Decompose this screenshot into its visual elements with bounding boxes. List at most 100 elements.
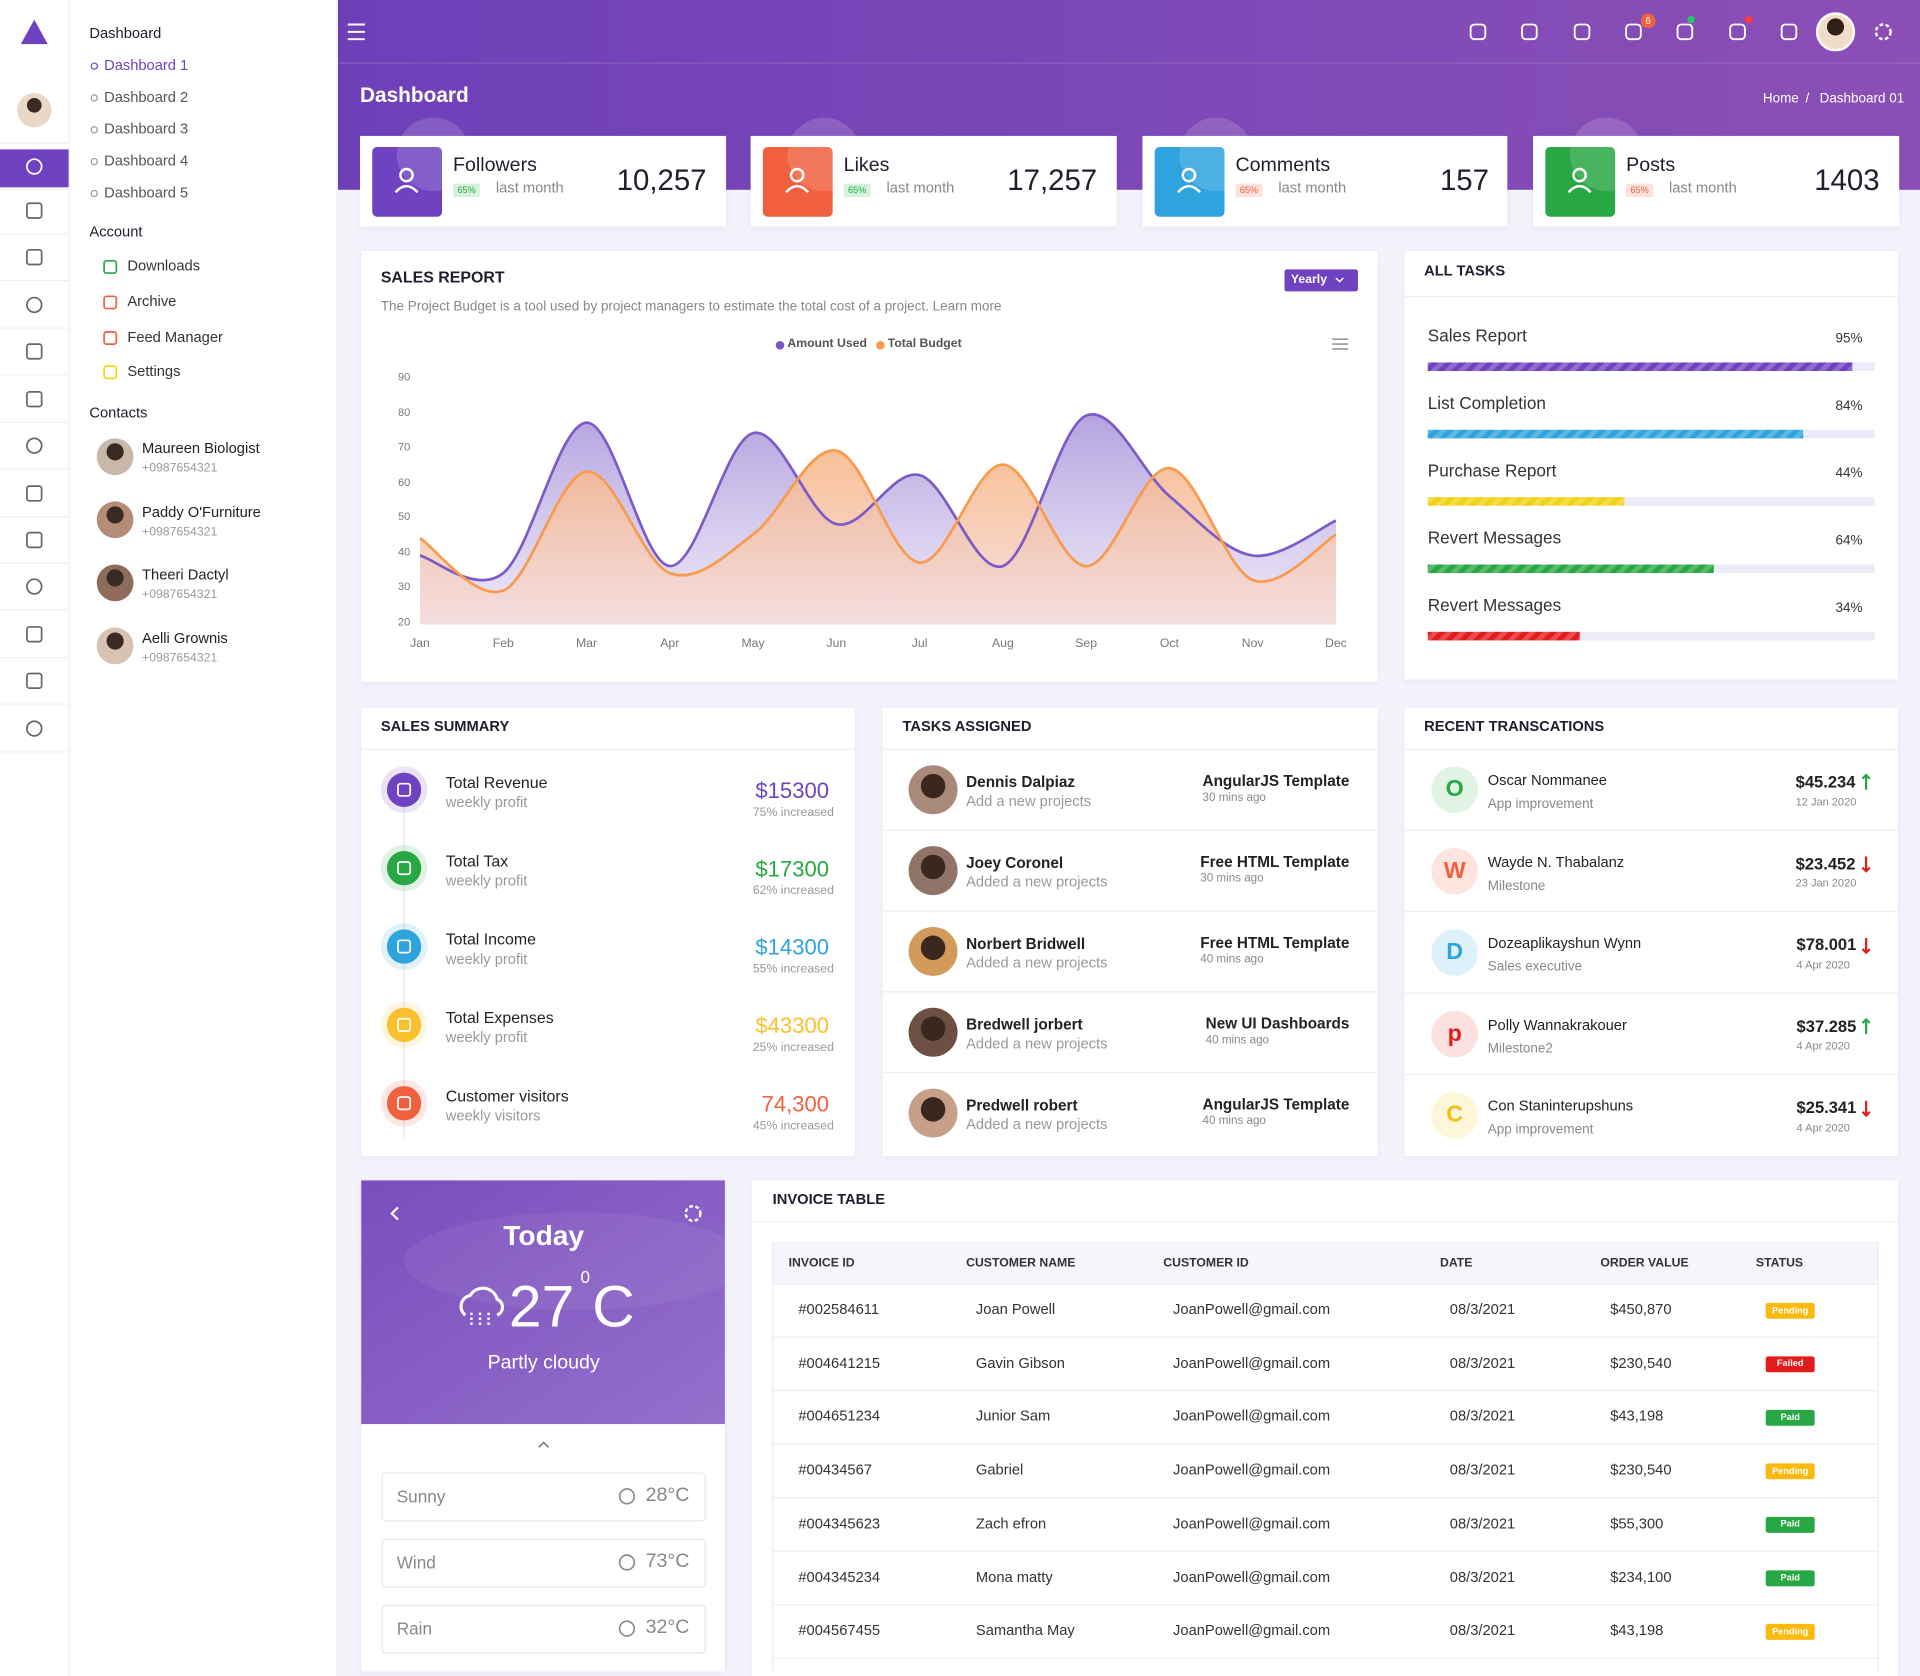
summary-icon — [397, 1096, 412, 1111]
stat-period: last month — [1278, 178, 1347, 197]
weather-condition: Partly cloudy — [487, 1352, 600, 1374]
header-icon — [1780, 23, 1798, 41]
column-header: ORDER VALUE — [1600, 1256, 1689, 1271]
summary-icon — [397, 1017, 412, 1032]
bullet — [90, 94, 98, 102]
icon — [1567, 184, 1592, 194]
progress-track — [1427, 631, 1875, 641]
initial-avatar — [1431, 847, 1478, 895]
transactions-card — [1404, 707, 1898, 1156]
summary-note: 55% increased — [752, 962, 834, 977]
nav-link[interactable]: Dashboard 5 — [104, 183, 189, 201]
nav-link[interactable]: Dashboard 3 — [104, 120, 189, 138]
task-percent: 64% — [1835, 533, 1863, 549]
table-cell: Samantha May — [975, 1621, 1075, 1639]
y-tick-label: 70 — [397, 440, 411, 454]
transaction-amount: $45.234 — [1795, 772, 1856, 792]
summary-name: Customer visitors — [445, 1086, 569, 1106]
summary-note: 62% increased — [752, 884, 834, 898]
badge — [1640, 13, 1656, 29]
table-cell: JoanPowell@gmail.com — [1173, 1621, 1331, 1639]
initial: p — [1447, 1020, 1462, 1047]
assignee-sub: Added a new projects — [966, 1115, 1108, 1133]
user-avatar — [1826, 18, 1845, 36]
nav-link[interactable]: Archive — [127, 292, 177, 310]
summary-note: 45% increased — [752, 1119, 834, 1133]
initial-avatar — [1431, 766, 1478, 814]
nav-link[interactable]: Dashboard 1 — [104, 56, 189, 74]
y-tick-label: 40 — [397, 545, 411, 558]
progress-track — [1427, 497, 1875, 506]
status-badge — [1765, 1516, 1815, 1533]
contact-phone: +0987654321 — [142, 588, 218, 602]
summary-name: Total Income — [445, 930, 536, 949]
table-cell: $234,100 — [1610, 1568, 1672, 1586]
bullet — [90, 189, 98, 198]
table-cell: #002584611 — [798, 1300, 880, 1318]
nav-link[interactable]: Settings — [127, 362, 181, 380]
column-header: CUSTOMER ID — [1163, 1256, 1249, 1271]
status-label: Pending — [1772, 1304, 1809, 1316]
transaction-sub: Milestone2 — [1487, 1041, 1553, 1056]
column-header: DATE — [1440, 1256, 1473, 1271]
dropdown-button — [1284, 269, 1358, 292]
stat-title: Comments — [1235, 155, 1331, 177]
caret — [1335, 277, 1344, 283]
nav-link[interactable]: Downloads — [127, 257, 201, 275]
progress-bar — [1427, 362, 1853, 372]
transaction-meta: $45.234 12 Jan 2020 — [1796, 773, 1857, 812]
dropdown-label[interactable]: Yearly — [1290, 273, 1328, 287]
nav-icon — [103, 259, 118, 274]
stat-period: last month — [1668, 178, 1737, 197]
weather-row — [381, 1538, 706, 1588]
nav-icon — [103, 365, 118, 380]
nav-link[interactable]: Dashboard 4 — [104, 151, 189, 170]
stat-period: last month — [495, 178, 564, 197]
x-tick-label: Oct — [1159, 637, 1179, 651]
breadcrumb[interactable]: Home — [1762, 91, 1799, 107]
nav-icon — [26, 672, 43, 690]
initial-avatar — [1431, 929, 1478, 976]
status-badge — [1765, 1463, 1815, 1480]
stat-icon — [1179, 117, 1253, 192]
status-badge — [1765, 1409, 1815, 1426]
weather-row-icon — [618, 1488, 636, 1505]
stat-value: 1403 — [1814, 164, 1880, 198]
column-header: STATUS — [1755, 1256, 1804, 1271]
task-time: 30 mins ago — [1200, 872, 1264, 886]
nav-link[interactable]: Feed Manager — [127, 328, 223, 346]
transaction-amount: $25.341 — [1796, 1098, 1857, 1117]
card-title: SALES REPORT — [380, 267, 505, 286]
table-cell: 08/3/2021 — [1449, 1354, 1516, 1372]
initial: O — [1445, 776, 1464, 803]
x-tick-label: Sep — [1075, 637, 1098, 651]
weather-value: 73°C — [645, 1551, 690, 1573]
table-cell: $55,300 — [1610, 1514, 1664, 1532]
badge-bg — [1626, 183, 1654, 198]
status-label: Paid — [1780, 1571, 1800, 1583]
bullet — [90, 157, 98, 166]
icon — [1572, 167, 1587, 183]
stat-icon — [787, 117, 861, 192]
area-fill — [420, 450, 1336, 625]
nav-icon — [26, 296, 43, 314]
trend-arrow — [1861, 937, 1871, 955]
section-title: Contacts — [89, 404, 148, 422]
x-tick-label: Jan — [410, 637, 430, 651]
transaction-date: 23 Jan 2020 — [1795, 876, 1857, 889]
table-cell: #004345623 — [798, 1514, 881, 1532]
header-icon — [1625, 23, 1642, 41]
contact-phone: +0987654321 — [142, 651, 218, 665]
card-title: INVOICE TABLE — [772, 1190, 886, 1208]
summary-note: 25% increased — [752, 1041, 834, 1055]
active-nav — [0, 149, 69, 188]
breadcrumb-separator: / — [1805, 91, 1810, 107]
task-time: 40 mins ago — [1205, 1033, 1270, 1048]
status-badge — [1765, 1356, 1815, 1373]
assignee-name: Dennis Dalpiaz — [966, 773, 1076, 791]
contact-name: Paddy O'Furniture — [142, 502, 261, 520]
task-template: New UI Dashboards — [1205, 1015, 1350, 1033]
topbar-divider — [337, 62, 1920, 64]
table-cell: Gavin Gibson — [975, 1354, 1065, 1372]
nav-link[interactable]: Dashboard 2 — [104, 88, 189, 106]
